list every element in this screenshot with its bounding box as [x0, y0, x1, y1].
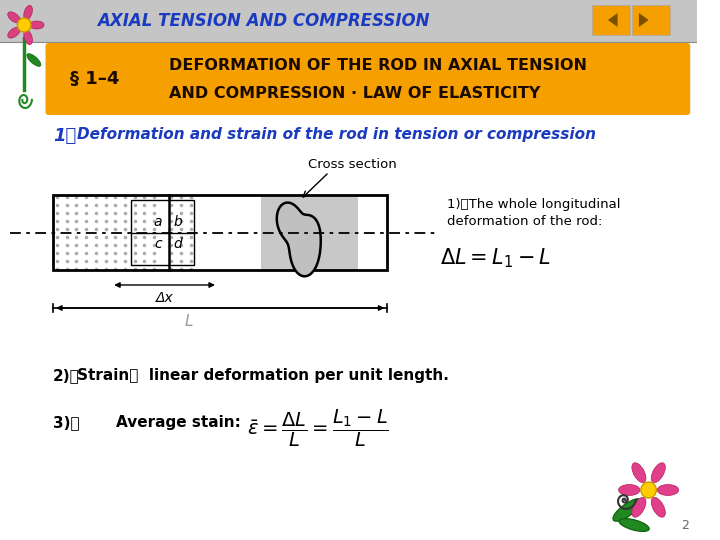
- Text: a: a: [153, 214, 162, 228]
- Ellipse shape: [632, 463, 646, 483]
- Text: deformation of the rod:: deformation of the rod:: [447, 215, 603, 228]
- Ellipse shape: [651, 497, 665, 517]
- Circle shape: [641, 482, 657, 498]
- Text: b: b: [174, 214, 182, 228]
- Bar: [131, 200, 194, 265]
- Text: $\bar{\varepsilon} = \dfrac{\Delta L}{L} = \dfrac{L_1 - L}{L}$: $\bar{\varepsilon} = \dfrac{\Delta L}{L}…: [247, 408, 389, 449]
- Bar: [261, 195, 358, 270]
- Ellipse shape: [8, 12, 20, 23]
- Circle shape: [17, 18, 31, 32]
- Text: 3)、: 3)、: [53, 415, 80, 430]
- Text: 2: 2: [681, 519, 689, 532]
- Ellipse shape: [24, 5, 32, 20]
- Polygon shape: [639, 13, 649, 27]
- Ellipse shape: [651, 463, 665, 483]
- FancyBboxPatch shape: [632, 5, 670, 35]
- Bar: [169, 195, 261, 270]
- Ellipse shape: [618, 484, 640, 496]
- Text: 2)、: 2)、: [53, 368, 80, 383]
- Ellipse shape: [657, 484, 679, 496]
- Ellipse shape: [613, 499, 642, 521]
- Text: Deformation and strain of the rod in tension or compression: Deformation and strain of the rod in ten…: [78, 127, 596, 142]
- Text: AXIAL TENSION AND COMPRESSION: AXIAL TENSION AND COMPRESSION: [96, 12, 429, 30]
- Text: Cross section: Cross section: [308, 158, 397, 171]
- Text: L: L: [184, 314, 193, 329]
- Text: Average stain:: Average stain:: [116, 415, 241, 430]
- Text: c: c: [154, 237, 162, 251]
- Ellipse shape: [24, 30, 32, 45]
- Text: 1、: 1、: [53, 127, 76, 145]
- Polygon shape: [276, 202, 321, 276]
- Text: AND COMPRESSION · LAW OF ELASTICITY: AND COMPRESSION · LAW OF ELASTICITY: [169, 85, 541, 100]
- Ellipse shape: [30, 21, 44, 29]
- Text: Δx: Δx: [156, 291, 174, 305]
- Polygon shape: [608, 13, 618, 27]
- Text: DEFORMATION OF THE ROD IN AXIAL TENSION: DEFORMATION OF THE ROD IN AXIAL TENSION: [169, 58, 588, 73]
- FancyBboxPatch shape: [593, 5, 630, 35]
- Text: § 1–4: § 1–4: [70, 70, 119, 88]
- Ellipse shape: [619, 518, 649, 531]
- Text: $\Delta L = L_1 - L$: $\Delta L = L_1 - L$: [441, 246, 552, 269]
- Bar: [53, 195, 387, 270]
- Text: d: d: [174, 237, 182, 251]
- Text: Strain：  linear deformation per unit length.: Strain： linear deformation per unit leng…: [78, 368, 449, 383]
- Ellipse shape: [8, 27, 20, 38]
- Ellipse shape: [632, 497, 646, 517]
- Text: 1)、The whole longitudinal: 1)、The whole longitudinal: [447, 198, 621, 211]
- Bar: [0, 0, 697, 42]
- Ellipse shape: [27, 53, 41, 66]
- FancyBboxPatch shape: [45, 43, 690, 115]
